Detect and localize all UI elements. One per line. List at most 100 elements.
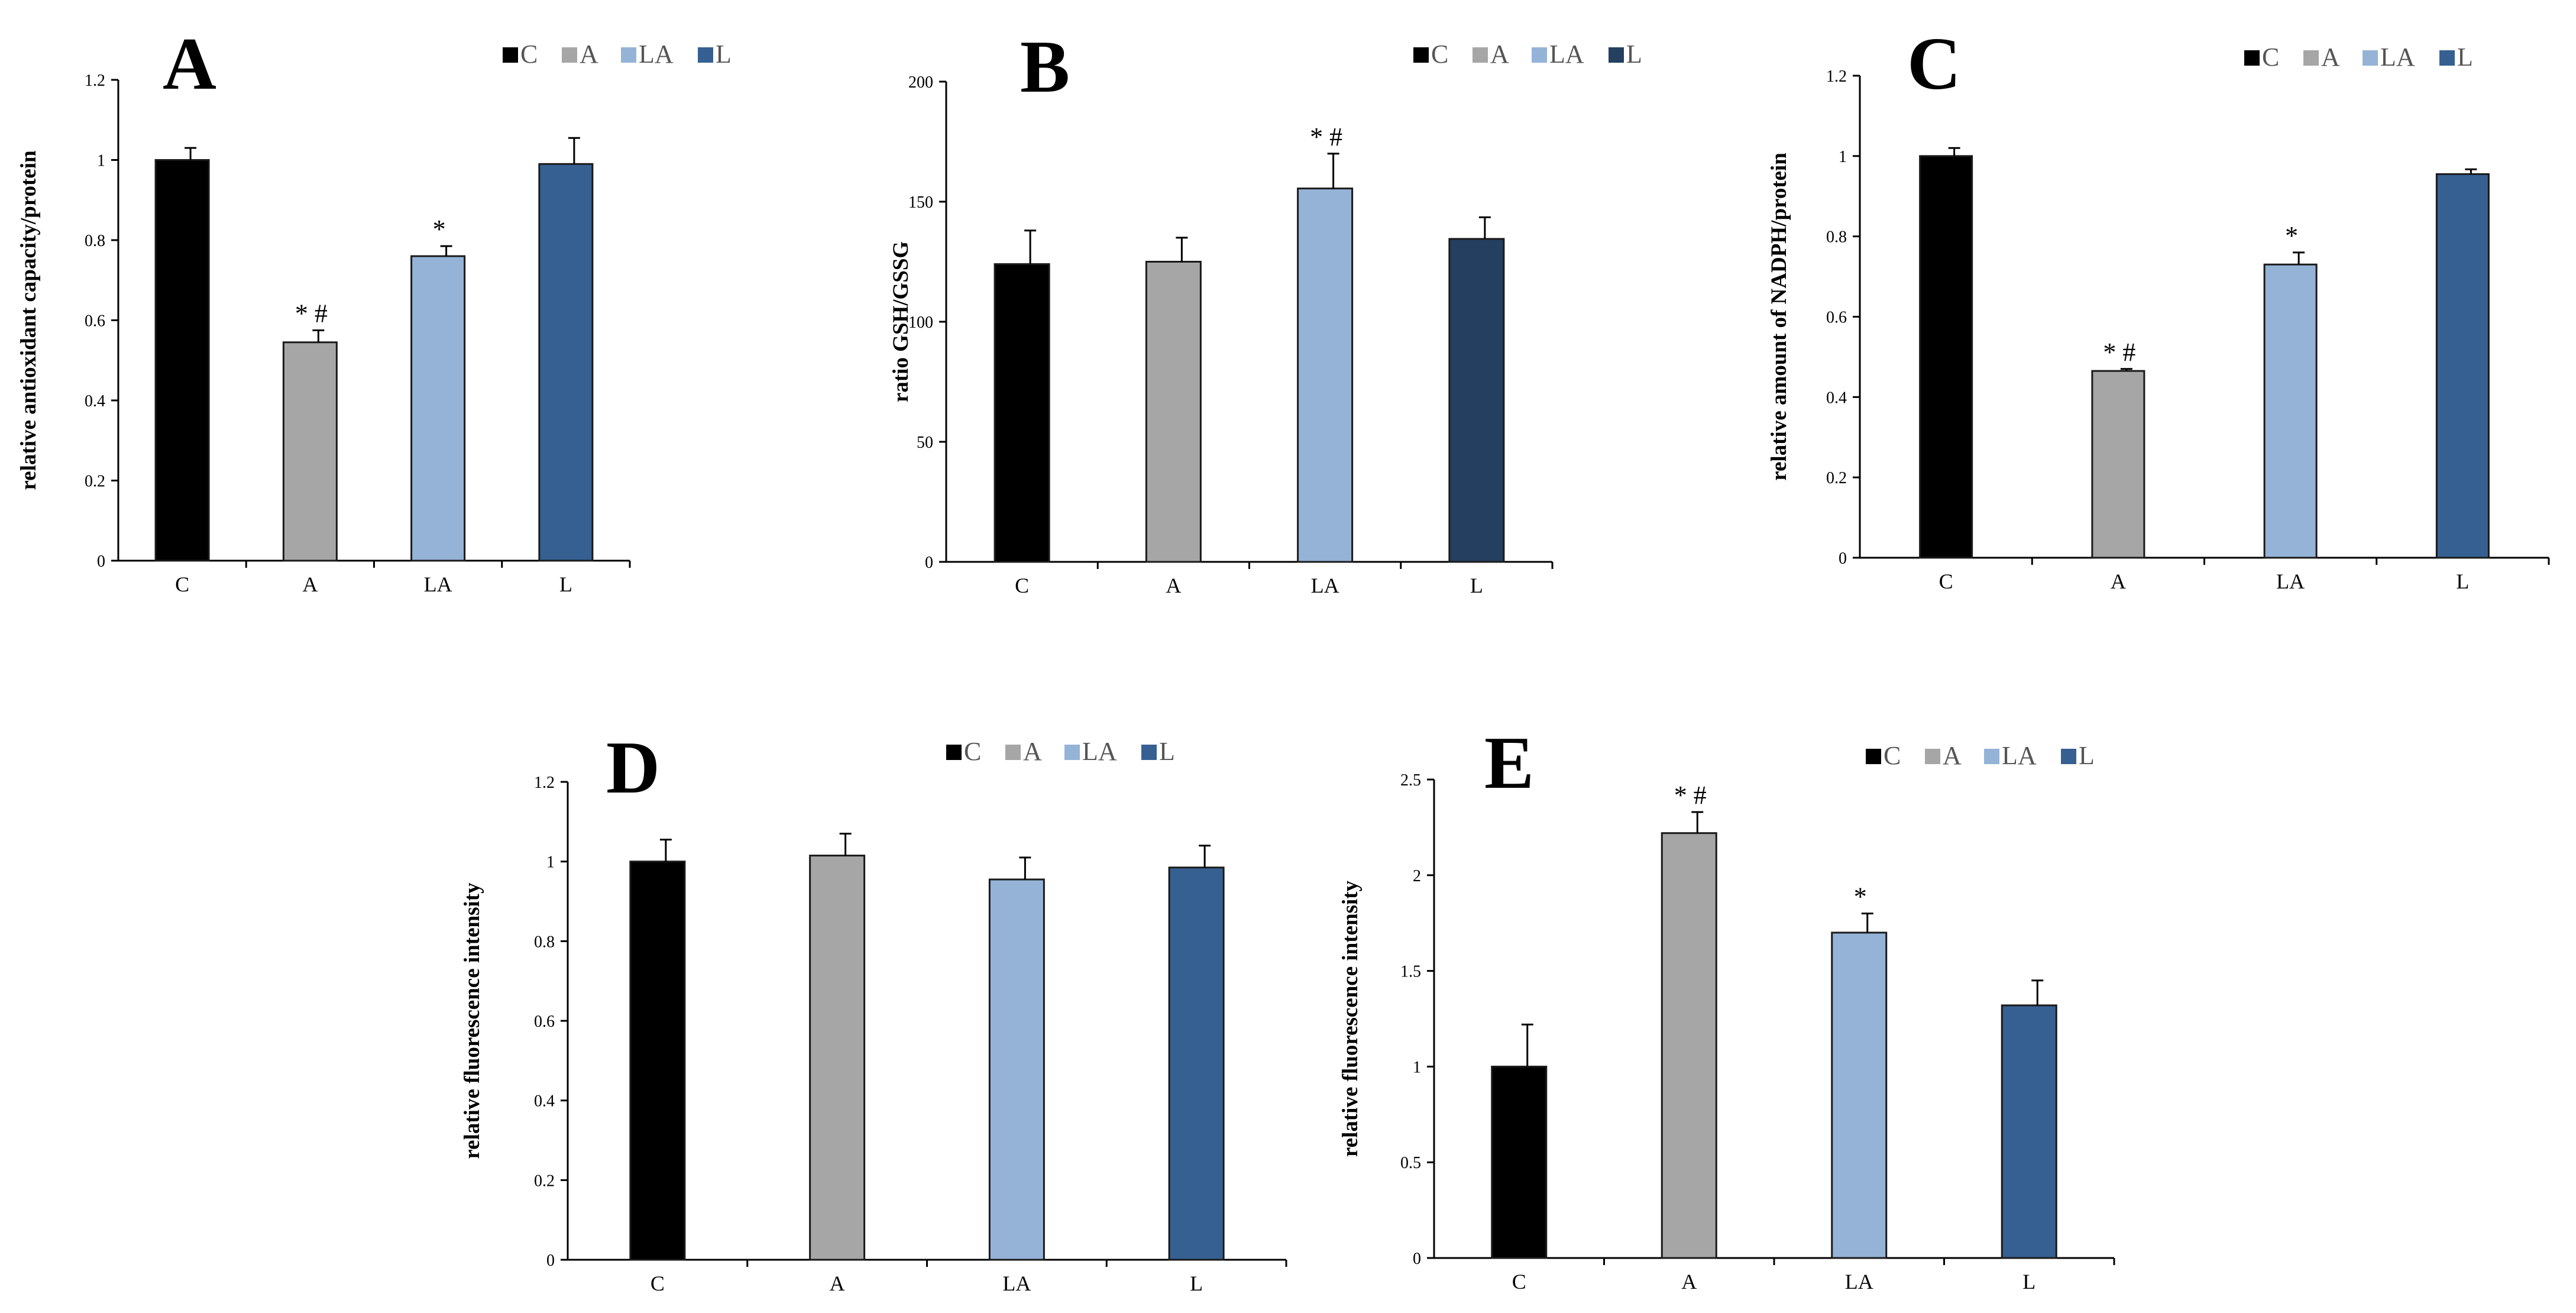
y-tick-label: 1 — [97, 152, 105, 170]
legend-swatch-a — [562, 47, 577, 63]
x-tick-label: L — [1470, 574, 1483, 597]
legend-label-la: LA — [2380, 43, 2415, 72]
legend-label-l: L — [716, 40, 732, 69]
y-tick-label: 0.8 — [85, 232, 105, 250]
y-tick-label: 0.2 — [534, 1172, 555, 1190]
legend-label-la: LA — [1082, 737, 1117, 766]
x-tick-label: A — [1681, 1270, 1697, 1293]
legend-label-a: A — [580, 40, 598, 69]
legend-swatch-la — [2363, 50, 2378, 66]
y-tick-label: 0.5 — [1400, 1154, 1421, 1172]
bar-c — [629, 861, 686, 1261]
y-axis-label: relative amount of NADPH/protein — [1767, 153, 1791, 481]
panel-label: D — [606, 727, 660, 809]
y-tick-label: 1 — [546, 853, 555, 872]
legend-label-l: L — [1626, 40, 1642, 69]
y-tick-label: 0.6 — [85, 312, 105, 331]
panel-label: E — [1484, 722, 1534, 804]
legend-swatch-c — [503, 47, 518, 63]
x-tick-label: A — [830, 1272, 845, 1295]
bar-l — [538, 163, 594, 562]
bar-la — [1831, 932, 1888, 1259]
y-tick-label: 50 — [917, 434, 933, 452]
panel-label: A — [163, 23, 216, 105]
x-tick-label: LA — [1311, 574, 1339, 597]
y-axis-label: ratio GSH/GSSG — [889, 241, 913, 402]
legend-label-c: C — [964, 737, 981, 766]
legend-swatch-l — [2061, 749, 2076, 764]
legend-swatch-a — [1925, 749, 1940, 764]
y-tick-label: 2 — [1413, 867, 1421, 885]
y-tick-label: 0.4 — [1826, 389, 1847, 407]
y-tick-label: 0.2 — [85, 473, 105, 491]
legend-label-l: L — [1159, 737, 1175, 766]
legend-swatch-a — [1005, 745, 1021, 760]
y-tick-label: 2.5 — [1400, 771, 1421, 790]
bar-la — [988, 878, 1045, 1261]
legend-swatch-la — [1532, 47, 1547, 63]
y-axis-label: relative fluorescence intensity — [460, 882, 484, 1159]
y-tick-label: 0.4 — [534, 1092, 555, 1111]
x-tick-label: L — [559, 573, 572, 596]
chart-panel-b: B 0 50 100 150 200 ratio GSH/GSSG C A LA * # L C A LA L — [889, 26, 1642, 597]
bar-l — [1168, 866, 1225, 1261]
x-tick-label: L — [2456, 570, 2469, 593]
bar-c — [1919, 155, 1973, 559]
legend-swatch-l — [2439, 50, 2455, 66]
legend-label-a: A — [2321, 43, 2340, 72]
y-tick-label: 150 — [908, 193, 933, 212]
chart-panel-a: A 0 0.2 0.4 0.6 0.8 1 1.2 relative antioxidant c… — [17, 23, 732, 596]
legend-label-l: L — [2457, 43, 2473, 72]
y-tick-label: 0 — [925, 554, 933, 572]
y-tick-label: 0.4 — [85, 392, 105, 410]
legend-swatch-c — [1866, 749, 1881, 764]
y-tick-label: 1.2 — [85, 72, 105, 90]
x-tick-label: C — [1015, 574, 1029, 597]
legend-label-c: C — [2262, 43, 2279, 72]
bar-l — [2001, 1004, 2057, 1259]
y-tick-label: 1.2 — [1826, 67, 1847, 86]
x-tick-label: LA — [1002, 1272, 1031, 1295]
bar-c — [1491, 1065, 1548, 1259]
y-tick-label: 1.2 — [534, 774, 555, 792]
y-tick-label: 100 — [908, 313, 933, 332]
x-tick-label: LA — [1845, 1270, 1873, 1293]
significance-annotation: * — [2285, 221, 2298, 250]
y-tick-label: 0.8 — [534, 933, 555, 951]
x-tick-label: LA — [2276, 570, 2305, 593]
legend-label-la: LA — [1549, 40, 1584, 69]
legend-swatch-la — [621, 47, 636, 63]
y-tick-label: 0 — [97, 552, 105, 571]
bar-la — [1297, 187, 1354, 563]
y-tick-label: 1 — [1413, 1058, 1421, 1076]
bar-l — [2435, 173, 2490, 559]
legend-swatch-l — [1609, 47, 1624, 63]
y-axis-label: relative fluorescence intensity — [1338, 880, 1363, 1157]
panel-label: C — [1907, 23, 1961, 105]
legend-swatch-c — [2244, 50, 2260, 66]
legend-label-la: LA — [639, 40, 674, 69]
y-tick-label: 0.8 — [1826, 228, 1847, 247]
bar-c — [154, 159, 210, 562]
bar-c — [993, 263, 1050, 563]
significance-annotation: * — [433, 215, 446, 244]
legend-swatch-c — [1413, 47, 1429, 63]
legend-label-a: A — [1490, 40, 1509, 69]
chart-panel-c: C 0 0.2 0.4 0.6 0.8 1 1.2 relative amount of NAD… — [1767, 23, 2550, 593]
x-tick-label: C — [1512, 1270, 1526, 1293]
legend-swatch-la — [1064, 745, 1080, 760]
y-tick-label: 0.6 — [1826, 309, 1847, 327]
bar-a — [282, 341, 338, 562]
legend-swatch-l — [698, 47, 713, 63]
significance-annotation: * # — [2103, 338, 2135, 367]
legend-label-c: C — [520, 40, 538, 69]
legend-label-c: C — [1431, 40, 1448, 69]
significance-annotation: * # — [1310, 122, 1342, 151]
panel-label: B — [1020, 26, 1070, 108]
bar-a — [809, 855, 866, 1261]
y-tick-label: 0.6 — [534, 1013, 555, 1031]
x-tick-label: A — [1166, 574, 1181, 597]
bar-l — [1448, 238, 1505, 563]
y-tick-label: 1.5 — [1400, 963, 1421, 981]
